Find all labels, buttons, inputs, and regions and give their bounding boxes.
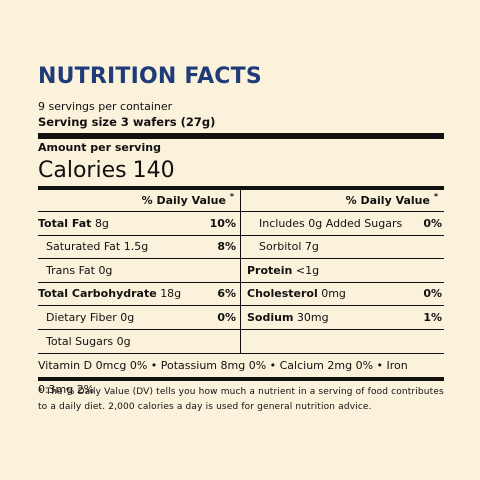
nutrient-column-left: % Daily Value * Total Fat 8g 10% Saturat… <box>38 190 241 353</box>
thick-divider <box>38 133 444 139</box>
nutrient-row-trans-fat: Trans Fat 0g <box>38 259 240 283</box>
calories-value: 140 <box>132 158 175 183</box>
daily-value-footnote: * The % Daily Value (DV) tells you how m… <box>38 387 444 412</box>
daily-value-header-left: % Daily Value * <box>38 190 240 212</box>
medium-divider <box>38 186 444 190</box>
nutrient-row-total-carbohydrate: Total Carbohydrate 18g 6% <box>38 283 240 306</box>
nutrition-facts-panel: NUTRITION FACTS 9 servings per container… <box>38 60 444 415</box>
nutrient-row-sodium: Sodium 30mg 1% <box>241 306 444 330</box>
panel-title: NUTRITION FACTS <box>38 64 262 89</box>
nutrient-row-dietary-fiber: Dietary Fiber 0g 0% <box>38 306 240 330</box>
nutrient-row-total-fat: Total Fat 8g 10% <box>38 212 240 236</box>
vitamins-minerals-row: Vitamin D 0mcg 0% • Potassium 8mg 0% • C… <box>38 353 444 396</box>
nutrient-row-total-sugars: Total Sugars 0g <box>46 334 131 348</box>
nutrient-row-protein: Protein <1g <box>241 259 444 283</box>
serving-size: Serving size 3 wafers (27g) <box>38 115 216 129</box>
calories-label: Calories <box>38 158 127 183</box>
nutrient-row-cholesterol: Cholesterol 0mg 0% <box>241 283 444 306</box>
servings-per-container: 9 servings per container <box>38 100 173 113</box>
nutrient-row-saturated-fat: Saturated Fat 1.5g 8% <box>38 236 240 259</box>
bottom-divider <box>38 377 444 381</box>
amount-per-serving: Amount per serving <box>38 141 161 154</box>
daily-value-header-right: % Daily Value * <box>241 190 444 212</box>
nutrient-row-added-sugars: Includes 0g Added Sugars 0% <box>241 212 444 236</box>
calories-row: Calories 140 <box>38 156 444 186</box>
nutrient-grid: % Daily Value * Total Fat 8g 10% Saturat… <box>38 190 444 353</box>
nutrient-row-sorbitol: Sorbitol 7g <box>241 236 444 259</box>
nutrient-column-right: % Daily Value * Includes 0g Added Sugars… <box>241 190 444 353</box>
